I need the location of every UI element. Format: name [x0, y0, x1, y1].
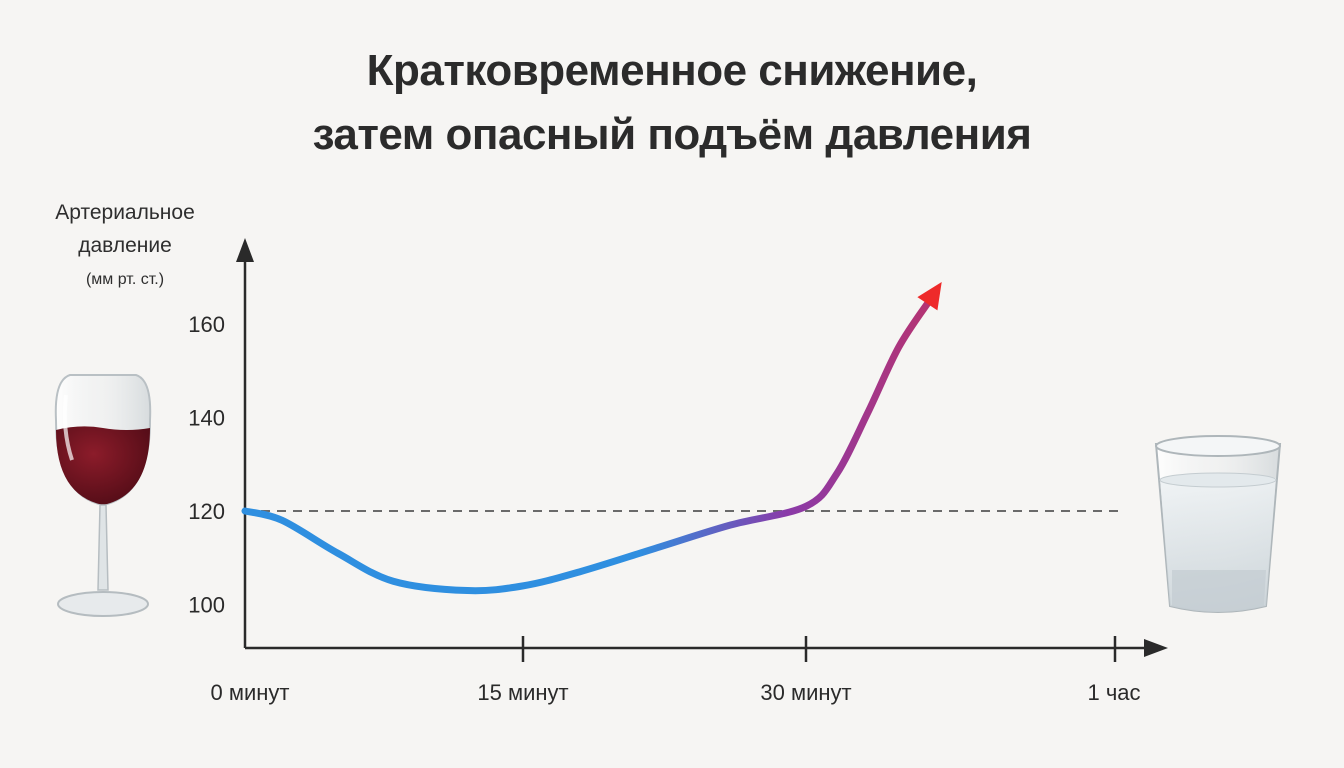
- chart-title-line-2: затем опасный подъём давления: [312, 110, 1032, 159]
- y-axis-arrow: [236, 238, 254, 262]
- y-axis-label-units: (мм рт. ст.): [85, 271, 165, 288]
- series-line: [241, 296, 934, 595]
- series-arrowhead: [917, 282, 942, 311]
- wine-glass-icon: [54, 374, 152, 617]
- x-axis-arrow: [1144, 639, 1168, 657]
- y-axis-label-line-1: Артериальное: [55, 201, 195, 224]
- y-tick-label: 120: [188, 499, 225, 524]
- x-tick-label: 0 минут: [211, 680, 290, 705]
- y-tick-label: 140: [188, 405, 225, 430]
- x-tick-label: 15 минут: [477, 680, 568, 705]
- y-tick-label: 100: [188, 593, 225, 618]
- y-tick-label: 160: [188, 312, 225, 337]
- y-axis-label-line-2: давление: [78, 234, 172, 257]
- x-tick-label: 30 минут: [760, 680, 851, 705]
- shot-glass-icon: [1154, 435, 1282, 613]
- chart-title-line-1: Кратковременное снижение,: [366, 46, 978, 95]
- x-tick-label: 1 час: [1087, 680, 1140, 705]
